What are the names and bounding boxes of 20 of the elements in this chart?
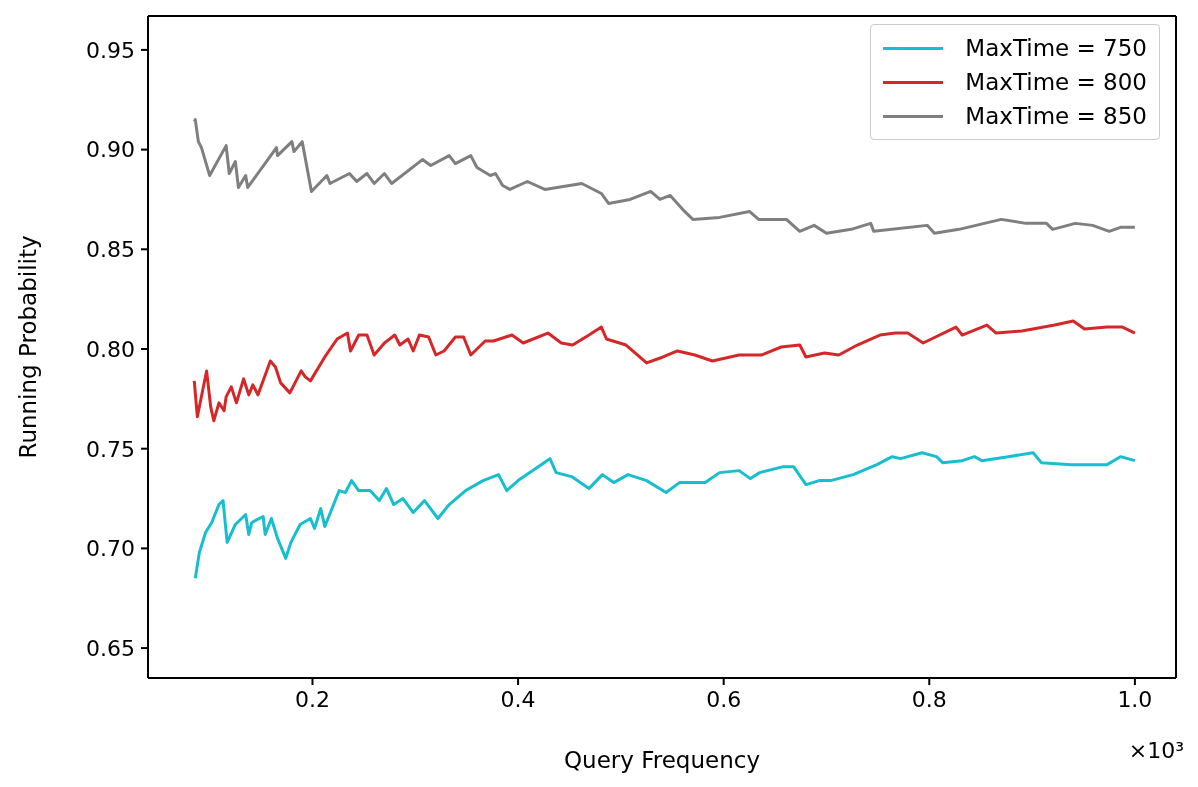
line-series: [193, 451, 1137, 580]
y-tick-label: 0.90: [86, 137, 135, 163]
y-tick-label: 0.95: [86, 37, 135, 63]
y-tick-label: 0.75: [86, 436, 135, 462]
y-tick-label: 0.70: [86, 536, 135, 562]
x-axis-title: Query Frequency: [563, 747, 761, 773]
x-tick-label: 0.4: [500, 686, 536, 712]
legend-label: MaxTime = 750: [965, 35, 1147, 61]
legend-label: MaxTime = 850: [965, 103, 1147, 129]
text: ×10³: [1128, 738, 1184, 763]
x-tick-label: 0.8: [911, 686, 947, 712]
x-tick-label: 0.2: [294, 686, 330, 712]
line-series: [192, 319, 1137, 423]
y-tick-label: 0.65: [86, 635, 135, 661]
y-axis-title: Running Probability: [15, 235, 42, 459]
x-tick-label: 1.0: [1117, 686, 1153, 712]
x-tick-label: 0.6: [706, 686, 742, 712]
legend-label: MaxTime = 800: [965, 69, 1147, 95]
y-tick-label: 0.85: [86, 237, 135, 263]
y-tick-label: 0.80: [86, 336, 135, 362]
